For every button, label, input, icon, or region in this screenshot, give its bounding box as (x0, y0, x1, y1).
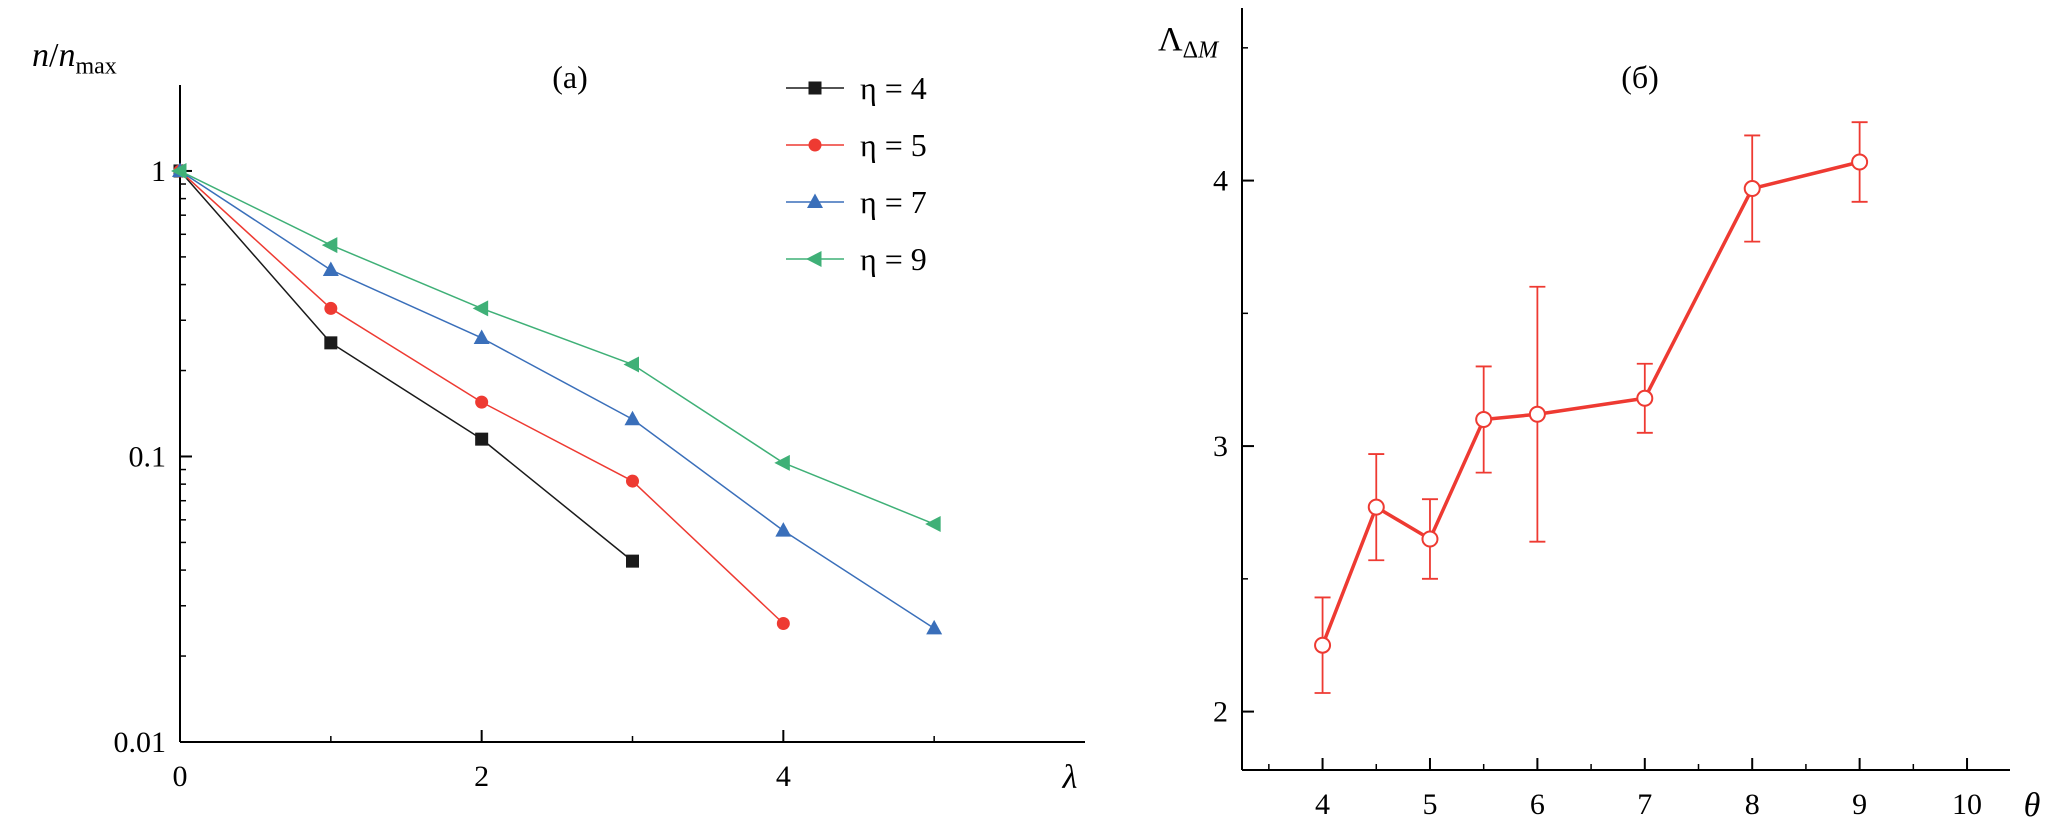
y-tick-label: 3 (1213, 430, 1228, 463)
square-marker (626, 554, 639, 568)
y-tick-label: 2 (1213, 696, 1228, 729)
square-marker (324, 336, 338, 350)
circle-marker (808, 138, 822, 152)
open-circle-marker (1528, 405, 1546, 423)
triangle-up-marker (322, 261, 339, 276)
x-tick-label: 8 (1745, 788, 1760, 821)
y-tick-label: 4 (1213, 165, 1228, 198)
chart-title: (а) (552, 59, 588, 95)
series-line (179, 170, 935, 525)
chart-panel-a: 0 2 4 1 0.1 0.01 η = 4 η = 5 η = 7 η = 9 (а) λ n/nma… (32, 37, 1085, 796)
open-circle-marker (1851, 153, 1869, 171)
legend-label: η = 4 (860, 70, 927, 106)
circle-marker (776, 617, 790, 631)
triangle-left-marker (925, 516, 941, 533)
x-tick-label: 9 (1852, 788, 1867, 821)
series-line (179, 170, 633, 562)
circle-marker (475, 395, 489, 409)
circle-marker (324, 301, 338, 315)
series-line (179, 170, 935, 630)
triangle-up-marker (473, 329, 490, 344)
y-tick-label: 1 (151, 155, 166, 188)
triangle-up-marker (775, 522, 792, 537)
triangle-left-marker (321, 237, 338, 254)
triangle-up-marker (926, 619, 943, 635)
open-circle-marker (1636, 389, 1654, 407)
open-circle-marker (1367, 498, 1385, 516)
open-circle-marker (1314, 636, 1332, 654)
legend-label: η = 5 (860, 127, 927, 163)
triangle-left-marker (623, 356, 639, 373)
y-tick-label: 0.01 (114, 726, 167, 759)
x-tick-label: 6 (1530, 788, 1545, 821)
square-marker (808, 81, 822, 95)
x-axis-label: θ (2024, 787, 2041, 824)
legend-label: η = 7 (860, 184, 927, 220)
y-tick-label: 0.1 (129, 440, 167, 473)
x-tick-label: 4 (776, 760, 791, 793)
open-circle-marker (1743, 180, 1761, 198)
x-tick-label: 5 (1422, 788, 1437, 821)
triangle-up-marker (624, 410, 641, 426)
triangle-left-marker (472, 300, 489, 317)
triangle-up-marker (807, 193, 823, 208)
series-line (1320, 160, 1861, 646)
y-axis-label: n/nmax (32, 37, 117, 79)
x-tick-label: 2 (474, 760, 489, 793)
chart-panel-b: 4 5 6 7 8 9 10 2 3 4 (б) θ ΛΔM (1158, 8, 2041, 824)
x-tick-label: 0 (173, 760, 188, 793)
x-tick-label: 4 (1315, 788, 1330, 821)
x-tick-label: 7 (1637, 788, 1652, 821)
triangle-left-marker (806, 251, 822, 267)
x-tick-label: 10 (1952, 788, 1982, 821)
triangle-left-marker (774, 454, 790, 471)
circle-marker (626, 474, 639, 488)
open-circle-marker (1475, 411, 1493, 429)
y-axis-label: ΛΔM (1158, 21, 1220, 63)
square-marker (475, 432, 489, 446)
legend-label: η = 9 (860, 241, 927, 277)
open-circle-marker (1421, 530, 1439, 548)
chart-title: (б) (1621, 59, 1659, 95)
triangle-left-marker (171, 162, 187, 179)
x-axis-label: λ (1062, 759, 1078, 796)
